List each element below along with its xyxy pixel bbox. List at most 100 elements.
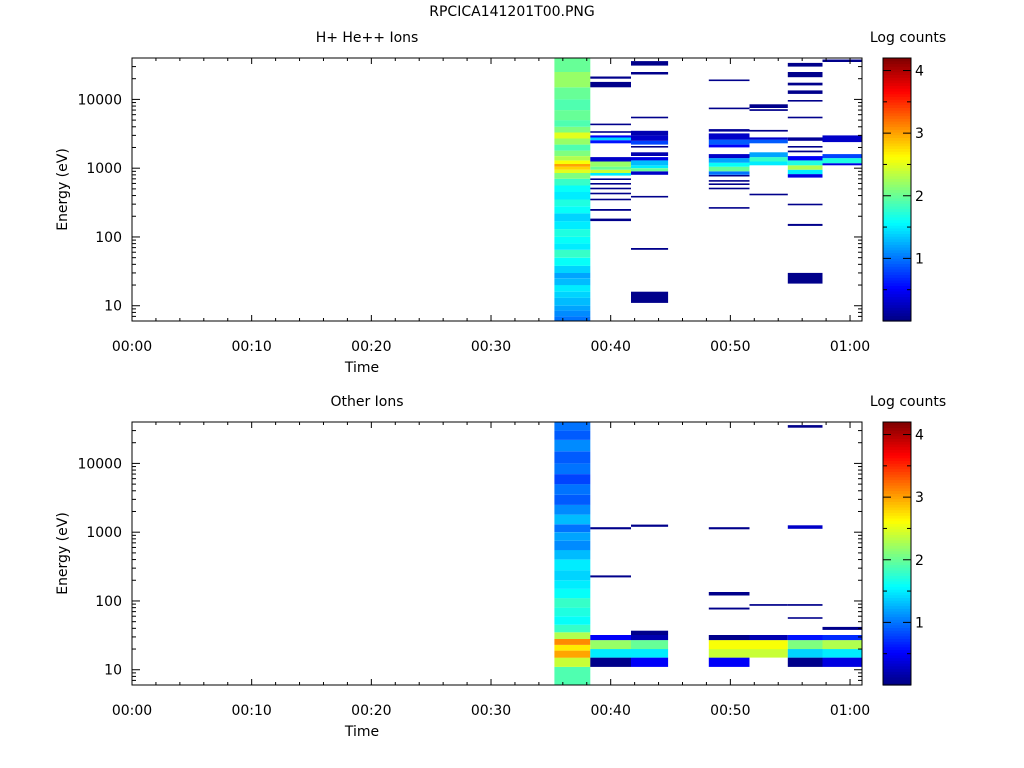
heatmap-cell bbox=[554, 173, 591, 179]
colorbar-swatch bbox=[883, 638, 911, 642]
colorbar-swatch bbox=[883, 668, 911, 672]
colorbar-swatch bbox=[883, 663, 911, 667]
colorbar-swatch bbox=[883, 110, 911, 114]
colorbar-swatch bbox=[883, 137, 911, 141]
colorbar-swatch bbox=[883, 63, 911, 67]
colorbar-swatch bbox=[883, 446, 911, 450]
y-tick-label: 100 bbox=[95, 230, 122, 246]
colorbar-swatch bbox=[883, 164, 911, 169]
heatmap-cell bbox=[787, 649, 823, 658]
heatmap-cell bbox=[554, 132, 591, 139]
heatmap-cell bbox=[554, 532, 591, 541]
colorbar-swatch bbox=[883, 422, 911, 426]
heatmap-cell bbox=[631, 116, 669, 119]
heatmap-cell bbox=[554, 138, 591, 145]
colorbar-swatch bbox=[883, 643, 911, 648]
colorbar-swatch bbox=[883, 430, 911, 434]
heatmap-cell bbox=[631, 630, 669, 635]
colorbar-swatch bbox=[883, 216, 911, 221]
heatmap-cell bbox=[708, 649, 750, 658]
colorbar-swatch bbox=[883, 646, 911, 650]
colorbar-swatch bbox=[883, 671, 911, 675]
colorbar-swatch bbox=[883, 203, 911, 207]
colorbar-swatch bbox=[883, 112, 911, 117]
colorbar-swatch bbox=[883, 504, 911, 508]
colorbar-swatch bbox=[883, 674, 911, 678]
heatmap-cell bbox=[590, 527, 631, 530]
colorbar-swatch bbox=[883, 482, 911, 486]
colorbar-swatch bbox=[883, 498, 911, 503]
heatmap-cells bbox=[554, 422, 862, 685]
colorbar-swatch bbox=[883, 427, 911, 431]
heatmap-cell bbox=[787, 150, 823, 153]
heatmap-cell bbox=[554, 474, 591, 485]
colorbar-swatch bbox=[883, 531, 911, 535]
colorbar-swatch bbox=[883, 230, 911, 234]
heatmap-cell bbox=[554, 110, 591, 121]
colorbar-swatch bbox=[883, 665, 911, 670]
heatmap-cell bbox=[590, 169, 631, 173]
heatmap-cell bbox=[554, 185, 591, 192]
heatmap-cell bbox=[749, 152, 788, 158]
colorbar-tick-label: 2 bbox=[915, 553, 924, 569]
colorbar-swatch bbox=[883, 550, 911, 555]
colorbar-swatch bbox=[883, 600, 911, 604]
colorbar-swatch bbox=[883, 608, 911, 612]
colorbar-swatch bbox=[883, 613, 911, 618]
heatmap-cell bbox=[554, 504, 591, 515]
heatmap-cell bbox=[554, 439, 591, 452]
heatmap-cell bbox=[749, 649, 788, 658]
colorbar-swatch bbox=[883, 192, 911, 196]
y-tick-label: 10000 bbox=[77, 92, 122, 108]
heatmap-cell bbox=[749, 109, 788, 111]
colorbar-swatch bbox=[883, 271, 911, 276]
heatmap-cell bbox=[554, 221, 591, 230]
heatmap-cell bbox=[631, 165, 669, 169]
heatmap-cell bbox=[822, 626, 862, 630]
colorbar-swatch bbox=[883, 548, 911, 552]
heatmap-cell bbox=[708, 607, 750, 610]
heatmap-cell bbox=[554, 278, 591, 286]
heatmap-cell bbox=[554, 178, 591, 186]
colorbar-swatch bbox=[883, 556, 911, 560]
colorbar-swatch bbox=[883, 657, 911, 661]
colorbar-swatch bbox=[883, 452, 911, 456]
heatmap-cell bbox=[590, 575, 631, 578]
heatmap-cell bbox=[554, 156, 591, 161]
colorbar-swatch bbox=[883, 676, 911, 681]
colorbar-swatch bbox=[883, 424, 911, 429]
heatmap-cell bbox=[749, 640, 788, 650]
colorbar-swatch bbox=[883, 517, 911, 522]
colorbar-swatch bbox=[883, 635, 911, 640]
colorbar-tick-label: 1 bbox=[915, 251, 924, 267]
x-tick-label: 01:00 bbox=[830, 339, 870, 355]
heatmap-cell bbox=[554, 580, 591, 589]
colorbar-swatch bbox=[883, 90, 911, 95]
colorbar-swatch bbox=[883, 129, 911, 133]
heatmap-cell bbox=[554, 199, 591, 207]
colorbar-swatch bbox=[883, 561, 911, 566]
colorbar-swatch bbox=[883, 205, 911, 210]
colorbar-swatch bbox=[883, 621, 911, 626]
colorbar-swatch bbox=[883, 493, 911, 497]
heatmap-cell bbox=[749, 157, 788, 162]
heatmap-cell bbox=[590, 183, 631, 185]
x-tick-label: 00:50 bbox=[710, 339, 750, 355]
colorbar-swatch bbox=[883, 605, 911, 609]
heatmap-cell bbox=[554, 624, 591, 633]
colorbar-swatch bbox=[883, 301, 911, 306]
heatmap-cell bbox=[787, 146, 823, 148]
heatmap-cell bbox=[554, 422, 591, 431]
colorbar-swatch bbox=[883, 627, 911, 631]
x-tick-label: 00:10 bbox=[231, 339, 271, 355]
x-tick-label: 00:40 bbox=[591, 703, 631, 719]
colorbar-swatch bbox=[883, 457, 911, 461]
heatmap-cell bbox=[749, 193, 788, 196]
colorbar-tick-label: 4 bbox=[915, 428, 924, 444]
heatmap-cell bbox=[554, 150, 591, 156]
colorbar-swatch bbox=[883, 476, 911, 481]
colorbar-swatch bbox=[883, 589, 911, 593]
heatmap-cell bbox=[787, 165, 823, 170]
heatmap-cell bbox=[631, 157, 669, 161]
heatmap-cell bbox=[554, 249, 591, 258]
